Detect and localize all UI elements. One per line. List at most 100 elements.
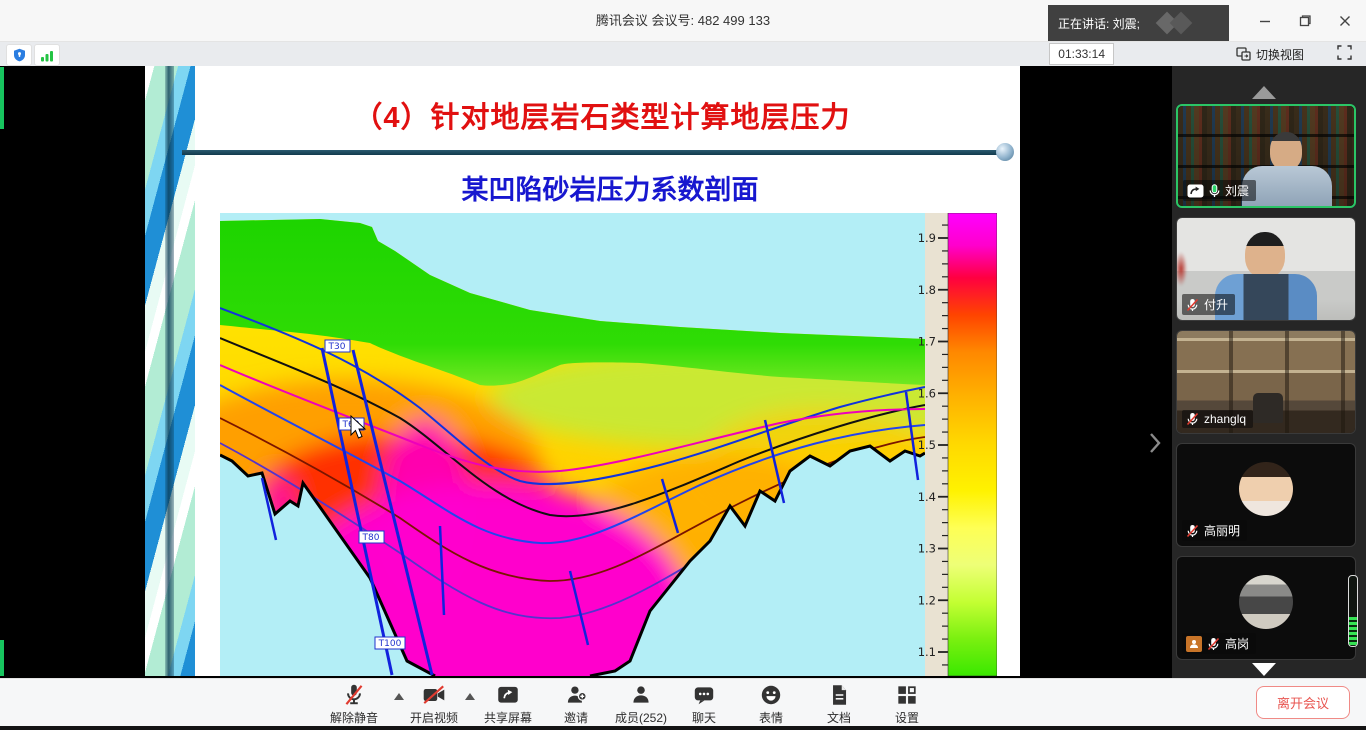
meeting-title: 腾讯会议 会议号: 482 499 133 [595, 13, 771, 28]
participant-tile-liuzhen[interactable]: 刘震 [1176, 104, 1356, 208]
participant-video-head [1245, 232, 1285, 278]
sidebar-collapse-button[interactable] [1148, 432, 1162, 454]
scroll-up-icon [1252, 86, 1276, 99]
chevron-right-icon [1150, 433, 1161, 453]
camera-off-icon [423, 685, 445, 704]
switch-view-button[interactable]: 切换视图 [1236, 44, 1304, 64]
unmute-button[interactable]: 解除静音 [330, 682, 378, 726]
svg-text:1.6: 1.6 [918, 386, 936, 400]
colorbar-ticks: 1.9 1.8 1.7 1.6 1.5 1.4 1.3 1.2 1.1 [918, 224, 948, 666]
toolbar-button-label: 开启视频 [409, 711, 459, 725]
toolbar-button-label: 设置 [894, 711, 919, 725]
leave-meeting-button[interactable]: 离开会议 [1256, 686, 1350, 719]
svg-text:T30: T30 [328, 342, 346, 352]
participant-name: zhanglq [1204, 412, 1247, 426]
chat-button[interactable]: 聊天 [691, 682, 717, 726]
mic-muted-icon [1186, 524, 1199, 537]
participant-tile-gaoliming[interactable]: 高丽明 [1176, 443, 1356, 547]
minimize-button[interactable] [1252, 8, 1278, 34]
share-border-fragment-bottom [0, 640, 4, 676]
meeting-timer: 01:33:14 [1049, 43, 1114, 65]
toolbar-button-label: 聊天 [691, 711, 716, 725]
maximize-icon [1299, 14, 1311, 26]
caret-up-icon [465, 693, 475, 700]
pressure-coefficient-cross-section-chart: T30 T60 T80 T100 1.91.81.71.61.51.41.31.… [220, 213, 997, 676]
audio-level-meter [1348, 575, 1358, 647]
toolbar-button-label: 表情 [758, 711, 783, 725]
security-shield-button[interactable] [6, 44, 32, 66]
switch-view-icon [1236, 47, 1251, 61]
fullscreen-button[interactable] [1337, 45, 1352, 60]
slide-title: （4）针对地层岩石类型计算地层压力 [353, 102, 851, 134]
toolbar-button-label: 成员(252) [614, 711, 668, 725]
slide-divider-knob [996, 143, 1014, 161]
svg-text:1.7: 1.7 [918, 335, 936, 349]
invite-button[interactable]: 邀请 [563, 682, 589, 726]
switch-view-label: 切换视图 [1255, 47, 1304, 62]
scroll-down-icon [1252, 663, 1276, 676]
video-options-button[interactable] [465, 693, 475, 700]
document-icon [833, 685, 847, 705]
title-bar: 腾讯会议 会议号: 482 499 133 正在讲话: 刘震; [0, 0, 1366, 42]
close-icon [1340, 15, 1350, 26]
status-bar: 01:33:14 切换视图 [0, 42, 1366, 67]
basement-boundary [220, 444, 926, 676]
emoji-icon [761, 685, 781, 705]
maximize-button[interactable] [1292, 8, 1318, 34]
toolbar-button-label: 文档 [826, 711, 851, 725]
person-icon [1190, 639, 1198, 648]
participant-name: 付升 [1204, 298, 1229, 312]
svg-text:1.8: 1.8 [918, 283, 936, 297]
settings-icon [898, 686, 916, 704]
settings-button[interactable]: 设置 [894, 682, 920, 726]
slide-divider [182, 150, 1004, 155]
participant-tiles: 刘震 付升 [1176, 104, 1358, 660]
network-signal-button[interactable] [34, 44, 60, 66]
participant-name-row: 付升 [1182, 294, 1236, 315]
scroll-down-button[interactable] [1252, 663, 1276, 676]
participant-video-head [1270, 132, 1302, 170]
participant-tile-zhanglq[interactable]: zhanglq [1176, 330, 1356, 434]
close-button[interactable] [1332, 8, 1358, 34]
svg-text:1.3: 1.3 [918, 542, 936, 556]
mic-options-button[interactable] [394, 693, 404, 700]
shared-screen-area: （4）针对地层岩石类型计算地层压力 某凹陷砂岩压力系数剖面 [0, 66, 1366, 678]
mouse-cursor [350, 414, 367, 439]
speaking-indicator: 正在讲话: 刘震; [1048, 5, 1229, 41]
participant-avatar [1239, 462, 1293, 516]
share-screen-button[interactable]: 共享屏幕 [484, 682, 532, 726]
participant-video-body [1242, 166, 1332, 206]
participant-name: 高丽明 [1204, 524, 1241, 538]
video-background-detail [1177, 252, 1187, 286]
bottom-strip [0, 726, 1366, 730]
fault-lines [260, 347, 920, 676]
minimize-icon [1260, 20, 1270, 22]
participant-name-row: 高岗 [1182, 633, 1257, 654]
participant-avatar [1239, 575, 1293, 629]
participant-name-row: 高丽明 [1182, 520, 1248, 541]
slide-subtitle: 某凹陷砂岩压力系数剖面 [461, 175, 759, 205]
share-border-fragment-top [0, 67, 4, 129]
meeting-toolbar: 解除静音 开启视频 共享屏幕 邀请 成员(252) 聊天 [0, 678, 1366, 727]
phone-user-badge [1186, 635, 1202, 652]
documents-button[interactable]: 文档 [826, 682, 852, 726]
participant-name: 高岗 [1225, 637, 1250, 651]
emoji-button[interactable]: 表情 [758, 682, 784, 726]
signal-bars-icon [41, 50, 53, 61]
participant-name-row: zhanglq [1182, 410, 1254, 428]
scroll-up-button[interactable] [1252, 86, 1276, 99]
mic-muted-icon [1207, 637, 1220, 650]
svg-text:1.1: 1.1 [918, 645, 936, 659]
mic-muted-icon [345, 684, 363, 705]
participant-tile-gaogang[interactable]: 高岗 [1176, 556, 1358, 660]
start-video-button[interactable]: 开启视频 [410, 682, 458, 726]
toolbar-button-label: 解除静音 [329, 711, 379, 725]
green-top-layer [220, 219, 925, 386]
presentation-slide: （4）针对地层岩石类型计算地层压力 某凹陷砂岩压力系数剖面 [145, 66, 1020, 676]
members-button[interactable]: 成员(252) [615, 682, 667, 726]
mic-muted-icon [1186, 298, 1199, 311]
svg-text:T80: T80 [362, 533, 380, 543]
participant-tile-fusheng[interactable]: 付升 [1176, 217, 1356, 321]
mic-on-icon [1209, 183, 1220, 197]
